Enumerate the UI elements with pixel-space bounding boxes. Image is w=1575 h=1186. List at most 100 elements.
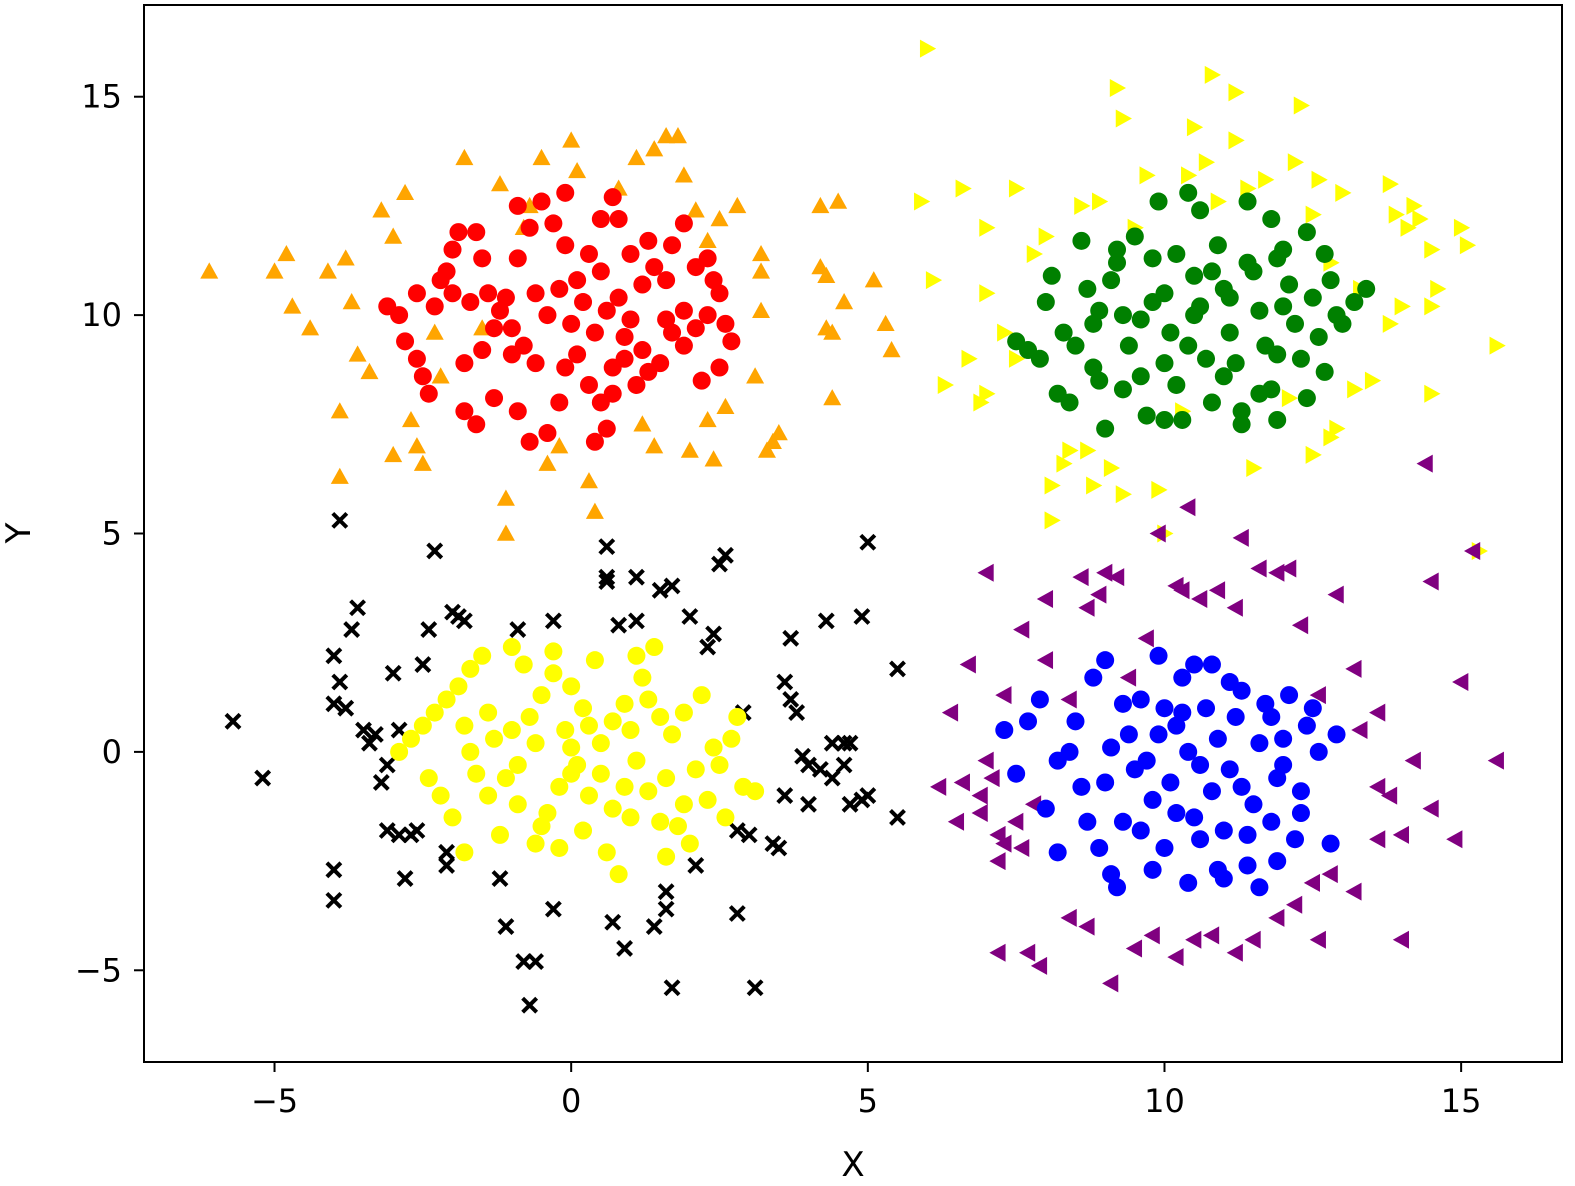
scatter-point bbox=[645, 638, 664, 657]
scatter-point bbox=[1280, 686, 1299, 705]
scatter-point bbox=[1113, 812, 1132, 831]
scatter-point bbox=[277, 244, 296, 262]
scatter-point bbox=[705, 625, 722, 643]
scatter-point bbox=[1268, 852, 1287, 871]
scatter-point bbox=[973, 393, 990, 412]
scatter-point bbox=[1323, 428, 1340, 447]
scatter-point bbox=[1197, 699, 1216, 718]
scatter-point bbox=[704, 271, 723, 290]
scatter-point bbox=[574, 293, 593, 312]
scatter-point bbox=[835, 756, 853, 774]
scatter-point bbox=[876, 314, 895, 332]
scatter-point bbox=[728, 196, 747, 214]
scatter-point bbox=[1250, 301, 1269, 320]
scatter-point bbox=[621, 310, 640, 329]
scatter-point bbox=[1244, 930, 1261, 949]
scatter-point bbox=[1258, 170, 1275, 189]
scatter-point bbox=[1060, 908, 1077, 927]
scatter-point bbox=[520, 707, 539, 726]
scatter-point bbox=[1074, 196, 1091, 215]
scatter-point bbox=[532, 192, 551, 211]
scatter-point bbox=[823, 323, 842, 340]
scatter-point bbox=[1287, 153, 1305, 172]
scatter-point bbox=[639, 782, 658, 801]
scatter-point bbox=[1036, 293, 1055, 312]
scatter-point bbox=[627, 375, 646, 394]
scatter-point bbox=[1404, 751, 1421, 770]
scatter-point bbox=[1125, 760, 1144, 779]
scatter-point bbox=[467, 415, 486, 434]
scatter-point bbox=[995, 686, 1012, 705]
scatter-point bbox=[698, 790, 717, 809]
scatter-point bbox=[401, 410, 420, 428]
y-axis: −5 0 5 10 15 bbox=[75, 78, 144, 989]
scatter-point bbox=[1149, 725, 1168, 744]
scatter-point bbox=[538, 424, 557, 443]
scatter-point bbox=[1191, 830, 1210, 849]
scatter-series bbox=[390, 638, 765, 884]
scatter-point bbox=[615, 327, 634, 346]
scatter-point bbox=[680, 441, 699, 458]
scatter-point bbox=[396, 870, 414, 887]
scatter-point bbox=[1262, 210, 1281, 229]
scatter-point bbox=[1008, 179, 1026, 198]
scatter-point bbox=[1487, 751, 1504, 770]
scatter-point bbox=[1220, 673, 1239, 692]
scatter-point bbox=[788, 704, 806, 721]
scatter-point bbox=[491, 870, 509, 887]
scatter-point bbox=[997, 323, 1014, 342]
scatter-point bbox=[485, 319, 504, 338]
scatter-point bbox=[823, 769, 841, 787]
scatter-point bbox=[1008, 349, 1026, 368]
scatter-point bbox=[1214, 821, 1233, 840]
scatter-point bbox=[681, 608, 699, 625]
scatter-point bbox=[1007, 764, 1026, 783]
scatter-point bbox=[770, 839, 788, 857]
scatter-point bbox=[1102, 738, 1121, 757]
scatter-point bbox=[479, 786, 498, 805]
scatter-point bbox=[283, 297, 302, 314]
scatter-point bbox=[752, 262, 771, 279]
scatter-point bbox=[615, 694, 634, 713]
x-axis-label: X bbox=[841, 1145, 864, 1185]
scatter-point bbox=[579, 244, 598, 263]
scatter-point bbox=[1250, 384, 1269, 403]
scatter-point bbox=[1054, 323, 1073, 342]
scatter-point bbox=[1214, 869, 1233, 888]
scatter-point bbox=[817, 266, 836, 284]
scatter-point bbox=[609, 865, 628, 884]
scatter-point bbox=[330, 467, 349, 484]
scatter-point bbox=[746, 367, 765, 384]
scatter-point bbox=[407, 284, 426, 303]
scatter-point bbox=[1204, 65, 1221, 84]
scatter-point bbox=[1161, 323, 1180, 342]
scatter-point bbox=[763, 432, 782, 449]
scatter-point bbox=[420, 621, 438, 639]
scatter-point bbox=[1392, 825, 1410, 844]
scatter-point bbox=[841, 795, 859, 813]
scatter-point bbox=[514, 655, 533, 674]
scatter-point bbox=[1345, 882, 1362, 901]
scatter-series bbox=[995, 646, 1346, 897]
scatter-point bbox=[1131, 310, 1150, 329]
scatter-point bbox=[473, 341, 492, 360]
scatter-point bbox=[485, 389, 504, 408]
scatter-point bbox=[538, 454, 557, 471]
scatter-point bbox=[1327, 585, 1344, 604]
scatter-point bbox=[651, 354, 670, 373]
scatter-point bbox=[1412, 210, 1429, 229]
scatter-point bbox=[325, 861, 343, 879]
scatter-point bbox=[1232, 402, 1251, 421]
scatter-point bbox=[609, 210, 628, 229]
scatter-point bbox=[704, 450, 723, 467]
scatter-point bbox=[1155, 410, 1174, 429]
scatter-point bbox=[419, 769, 438, 788]
scatter-point bbox=[390, 742, 409, 761]
y-tick-label: 15 bbox=[81, 78, 122, 116]
scatter-point bbox=[521, 996, 539, 1014]
scatter-point bbox=[1030, 690, 1049, 709]
scatter-point bbox=[1208, 729, 1227, 748]
scatter-point bbox=[1309, 327, 1328, 346]
scatter-point bbox=[603, 799, 622, 818]
